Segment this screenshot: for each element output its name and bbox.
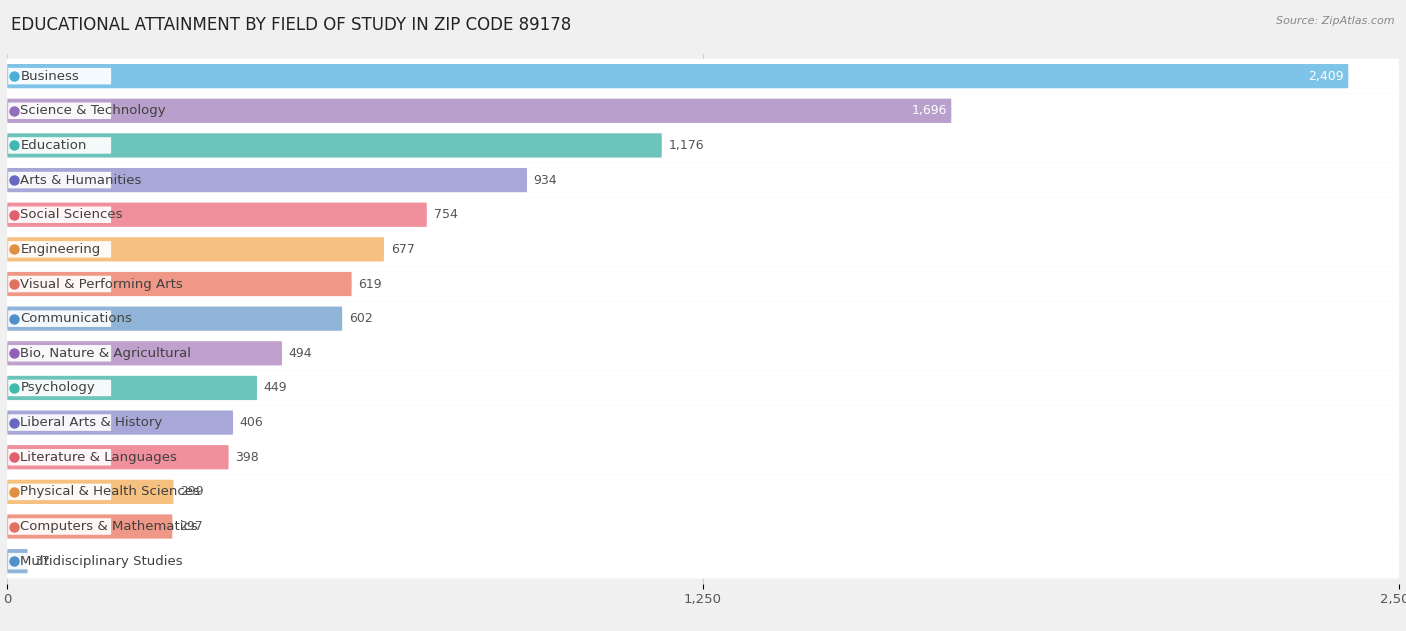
FancyBboxPatch shape bbox=[7, 168, 527, 192]
FancyBboxPatch shape bbox=[7, 405, 1399, 440]
Text: 934: 934 bbox=[534, 174, 557, 187]
FancyBboxPatch shape bbox=[7, 93, 1399, 128]
Text: 449: 449 bbox=[264, 382, 287, 394]
Text: 398: 398 bbox=[235, 451, 259, 464]
FancyBboxPatch shape bbox=[7, 59, 1399, 93]
Text: 677: 677 bbox=[391, 243, 415, 256]
Text: Visual & Performing Arts: Visual & Performing Arts bbox=[21, 278, 183, 290]
Text: Business: Business bbox=[21, 69, 79, 83]
FancyBboxPatch shape bbox=[7, 376, 257, 400]
FancyBboxPatch shape bbox=[7, 133, 662, 158]
Text: Bio, Nature & Agricultural: Bio, Nature & Agricultural bbox=[21, 347, 191, 360]
Text: 754: 754 bbox=[433, 208, 457, 221]
FancyBboxPatch shape bbox=[8, 172, 111, 188]
Text: 1,696: 1,696 bbox=[911, 104, 946, 117]
Text: 494: 494 bbox=[288, 347, 312, 360]
Text: 297: 297 bbox=[179, 520, 202, 533]
Text: Psychology: Psychology bbox=[21, 382, 96, 394]
FancyBboxPatch shape bbox=[8, 415, 111, 431]
FancyBboxPatch shape bbox=[7, 203, 427, 227]
FancyBboxPatch shape bbox=[8, 68, 111, 85]
Text: 406: 406 bbox=[240, 416, 263, 429]
Text: 2,409: 2,409 bbox=[1308, 69, 1344, 83]
Text: 619: 619 bbox=[359, 278, 382, 290]
FancyBboxPatch shape bbox=[7, 64, 1348, 88]
Text: Physical & Health Sciences: Physical & Health Sciences bbox=[21, 485, 200, 498]
Text: EDUCATIONAL ATTAINMENT BY FIELD OF STUDY IN ZIP CODE 89178: EDUCATIONAL ATTAINMENT BY FIELD OF STUDY… bbox=[11, 16, 571, 34]
FancyBboxPatch shape bbox=[7, 307, 342, 331]
FancyBboxPatch shape bbox=[7, 509, 1399, 544]
Text: Multidisciplinary Studies: Multidisciplinary Studies bbox=[21, 555, 183, 568]
FancyBboxPatch shape bbox=[7, 232, 1399, 267]
Text: Engineering: Engineering bbox=[21, 243, 101, 256]
FancyBboxPatch shape bbox=[8, 518, 111, 534]
Text: Communications: Communications bbox=[21, 312, 132, 325]
FancyBboxPatch shape bbox=[8, 103, 111, 119]
FancyBboxPatch shape bbox=[7, 480, 173, 504]
FancyBboxPatch shape bbox=[7, 440, 1399, 475]
Text: Liberal Arts & History: Liberal Arts & History bbox=[21, 416, 163, 429]
Text: Literature & Languages: Literature & Languages bbox=[21, 451, 177, 464]
FancyBboxPatch shape bbox=[7, 302, 1399, 336]
Text: Education: Education bbox=[21, 139, 87, 152]
FancyBboxPatch shape bbox=[8, 449, 111, 466]
FancyBboxPatch shape bbox=[7, 336, 1399, 370]
FancyBboxPatch shape bbox=[7, 445, 229, 469]
FancyBboxPatch shape bbox=[8, 483, 111, 500]
FancyBboxPatch shape bbox=[8, 206, 111, 223]
FancyBboxPatch shape bbox=[7, 272, 351, 296]
Text: Science & Technology: Science & Technology bbox=[21, 104, 166, 117]
FancyBboxPatch shape bbox=[8, 137, 111, 154]
FancyBboxPatch shape bbox=[8, 241, 111, 257]
Text: Social Sciences: Social Sciences bbox=[21, 208, 122, 221]
FancyBboxPatch shape bbox=[7, 370, 1399, 405]
FancyBboxPatch shape bbox=[7, 514, 173, 539]
Text: Arts & Humanities: Arts & Humanities bbox=[21, 174, 142, 187]
FancyBboxPatch shape bbox=[8, 276, 111, 292]
FancyBboxPatch shape bbox=[7, 163, 1399, 198]
Text: 1,176: 1,176 bbox=[668, 139, 704, 152]
FancyBboxPatch shape bbox=[7, 128, 1399, 163]
FancyBboxPatch shape bbox=[7, 410, 233, 435]
FancyBboxPatch shape bbox=[7, 549, 28, 574]
FancyBboxPatch shape bbox=[8, 310, 111, 327]
FancyBboxPatch shape bbox=[8, 380, 111, 396]
Text: 602: 602 bbox=[349, 312, 373, 325]
FancyBboxPatch shape bbox=[7, 544, 1399, 579]
FancyBboxPatch shape bbox=[7, 267, 1399, 302]
FancyBboxPatch shape bbox=[7, 237, 384, 261]
FancyBboxPatch shape bbox=[8, 345, 111, 362]
Text: 299: 299 bbox=[180, 485, 204, 498]
Text: Source: ZipAtlas.com: Source: ZipAtlas.com bbox=[1277, 16, 1395, 26]
FancyBboxPatch shape bbox=[7, 198, 1399, 232]
Text: 37: 37 bbox=[34, 555, 51, 568]
FancyBboxPatch shape bbox=[8, 553, 111, 569]
Text: Computers & Mathematics: Computers & Mathematics bbox=[21, 520, 198, 533]
FancyBboxPatch shape bbox=[7, 475, 1399, 509]
FancyBboxPatch shape bbox=[7, 341, 283, 365]
FancyBboxPatch shape bbox=[7, 98, 952, 123]
